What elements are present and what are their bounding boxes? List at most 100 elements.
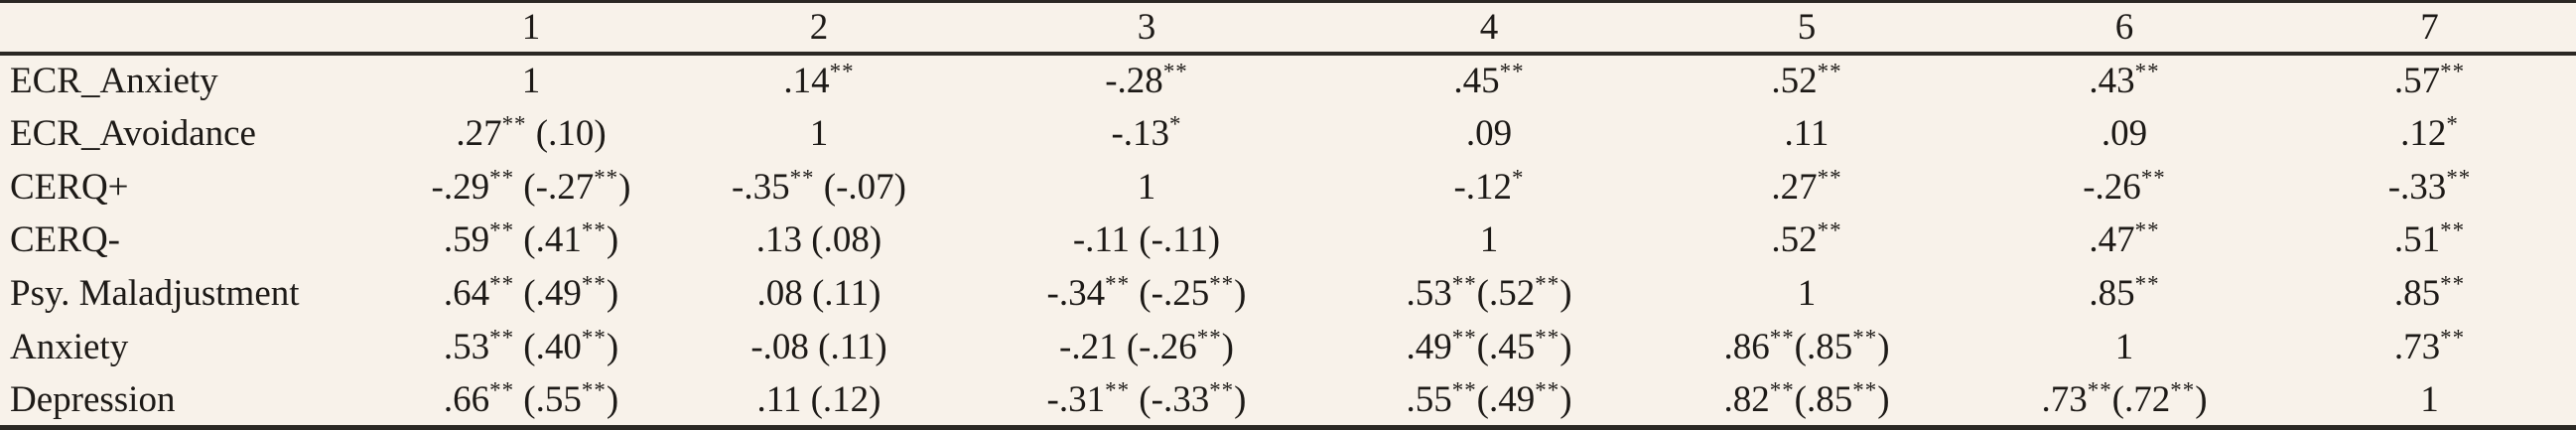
significance-stars: * xyxy=(1512,165,1525,191)
significance-stars: ** xyxy=(2440,271,2466,297)
correlation-cell: .09 xyxy=(1465,112,1513,154)
correlation-cell: .49**(.45**) xyxy=(1406,325,1572,368)
significance-stars: ** xyxy=(2440,59,2466,84)
significance-stars: ** xyxy=(1451,325,1477,351)
correlation-cell: .86**(.85**) xyxy=(1723,325,1890,368)
correlation-cell: .85** xyxy=(2393,271,2466,315)
significance-stars: ** xyxy=(2446,165,2472,191)
column-header: 3 xyxy=(963,0,1330,56)
table-body: ECR_Anxiety 1 .14** -.28** .45** .52** .43** .5… xyxy=(0,54,2576,430)
column-header: 5 xyxy=(1648,0,1966,56)
correlation-cell: .45** xyxy=(1453,59,1525,101)
table-row: ECR_Avoidance .27** (.10) 1 -.13* .09 .11 .09.… xyxy=(0,106,2576,160)
correlation-cell: .11 (.12) xyxy=(675,373,963,430)
correlation-cell: -.34** (-.25**) xyxy=(1046,271,1247,315)
correlation-cell: .66** (.55**) xyxy=(387,373,675,430)
correlation-cell: -.11 (-.11) xyxy=(1072,219,1221,261)
correlation-cell: 1 xyxy=(521,60,541,101)
significance-stars: ** xyxy=(489,165,515,191)
significance-stars: ** xyxy=(1817,218,1842,244)
significance-stars: ** xyxy=(1535,271,1560,297)
significance-stars: ** xyxy=(1162,59,1188,84)
correlation-cell: 1 xyxy=(809,112,829,154)
correlation-cell: .59** (.41**) xyxy=(443,218,619,261)
correlation-cell: .11 xyxy=(1784,112,1830,154)
correlation-cell: .53**(.52**) xyxy=(1406,271,1572,315)
significance-stars: ** xyxy=(581,218,607,244)
correlation-cell: .51** xyxy=(2393,218,2466,261)
correlation-cell: .82**(.85**) xyxy=(1648,373,1966,430)
significance-stars: ** xyxy=(1852,377,1878,403)
significance-stars: ** xyxy=(489,218,515,244)
correlation-cell: .53** (.40**) xyxy=(443,325,619,368)
correlation-cell: .73**(.72**) xyxy=(1966,373,2283,430)
correlation-cell: -.29** (-.27**) xyxy=(431,165,631,208)
significance-stars: ** xyxy=(1105,271,1131,297)
row-label: CERQ- xyxy=(10,219,120,261)
correlation-cell: -.12* xyxy=(1453,165,1525,208)
significance-stars: ** xyxy=(1451,271,1477,297)
significance-stars: ** xyxy=(789,165,815,191)
significance-stars: ** xyxy=(1209,271,1235,297)
significance-stars: ** xyxy=(581,377,607,403)
correlation-cell: .52** xyxy=(1771,59,1842,101)
significance-stars: ** xyxy=(1196,325,1222,351)
column-header: 1 xyxy=(387,0,675,56)
correlation-cell: 1 xyxy=(1479,219,1499,261)
significance-stars: ** xyxy=(1769,325,1795,351)
correlation-cell: 1 xyxy=(1137,166,1156,208)
row-label: Depression xyxy=(0,373,387,430)
significance-stars: ** xyxy=(1451,377,1477,403)
correlation-cell: 1 xyxy=(2283,373,2576,430)
correlation-cell: -.13* xyxy=(1111,111,1182,154)
significance-stars: ** xyxy=(2134,59,2160,84)
significance-stars: ** xyxy=(2440,218,2466,244)
column-header: 7 xyxy=(2283,0,2576,56)
significance-stars: ** xyxy=(489,325,515,351)
correlation-cell: 1 xyxy=(2114,327,2134,368)
significance-stars: * xyxy=(1169,111,1182,137)
significance-stars: ** xyxy=(2140,165,2166,191)
significance-stars: ** xyxy=(2134,271,2160,297)
significance-stars: ** xyxy=(2134,218,2160,244)
correlation-cell: .55**(.49**) xyxy=(1330,373,1648,430)
correlation-cell: -.26** xyxy=(2083,165,2166,208)
correlation-cell: -.08 (.11) xyxy=(750,327,887,368)
correlation-cell: .47** xyxy=(2089,218,2160,261)
correlation-cell: .09 xyxy=(2101,112,2148,154)
significance-stars: ** xyxy=(489,377,515,403)
correlation-cell: .43** xyxy=(2089,59,2160,101)
row-label: CERQ+ xyxy=(10,166,129,208)
table-row: CERQ+ -.29** (-.27**) -.35** (-.07) 1 -.12*.… xyxy=(0,160,2576,214)
correlation-cell: .12* xyxy=(2400,111,2459,154)
row-label: ECR_Anxiety xyxy=(10,60,218,101)
correlation-cell: .57** xyxy=(2393,59,2466,101)
significance-stars: ** xyxy=(2087,377,2112,403)
correlation-cell: .73** xyxy=(2393,325,2466,368)
correlation-cell: .85** xyxy=(2089,271,2160,315)
correlation-cell: .52** xyxy=(1771,218,1842,261)
table-row: ECR_Anxiety 1 .14** -.28** .45** .52** .43** .5… xyxy=(0,54,2576,107)
significance-stars: ** xyxy=(501,111,527,137)
table-row: CERQ- .59** (.41**) .13 (.08) -.11 (-.11) 1.… xyxy=(0,214,2576,267)
correlation-cell: -.33** xyxy=(2387,165,2472,208)
significance-stars: ** xyxy=(1499,59,1525,84)
significance-stars: ** xyxy=(2170,377,2196,403)
row-label: Psy. Maladjustment xyxy=(10,273,300,315)
significance-stars: ** xyxy=(1769,377,1795,403)
correlation-cell: .13 (.08) xyxy=(755,219,882,261)
significance-stars: * xyxy=(2446,111,2459,137)
correlation-cell: -.21 (-.26**) xyxy=(1059,325,1234,368)
correlation-cell: -.35** (-.07) xyxy=(732,165,906,208)
table-row: Depression .66** (.55**) .11 (.12) -.31** (… xyxy=(0,373,2576,430)
correlation-cell: .14** xyxy=(783,59,855,101)
significance-stars: ** xyxy=(581,325,607,351)
column-header: 4 xyxy=(1330,0,1648,56)
significance-stars: ** xyxy=(581,271,607,297)
significance-stars: ** xyxy=(1817,165,1842,191)
correlation-cell: 1 xyxy=(1797,273,1817,315)
row-label: ECR_Avoidance xyxy=(10,112,256,154)
column-header: 2 xyxy=(675,0,963,56)
